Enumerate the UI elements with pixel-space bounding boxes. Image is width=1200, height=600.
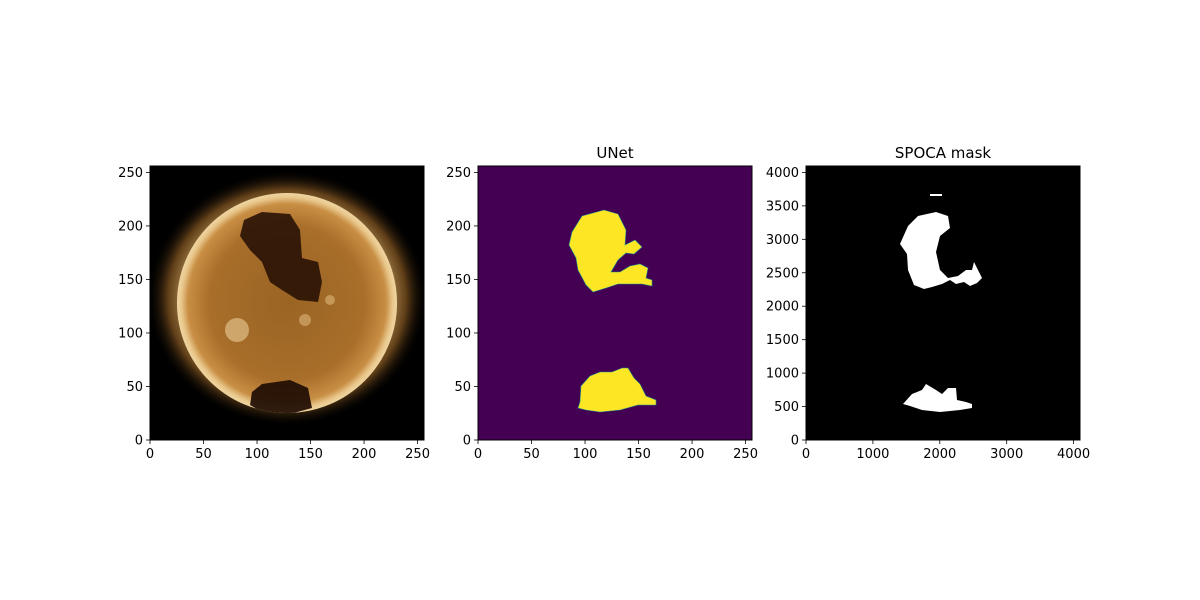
- unet-y-tick-label: 0: [463, 434, 471, 449]
- unet-x-tick-label: 0: [474, 447, 482, 462]
- unet-ticks: 0 50 100 150 200 250 0 50 100 150 200 250: [446, 166, 758, 462]
- spoca-x-tick-label: 3000: [990, 447, 1023, 462]
- unet-x-tick-label: 200: [680, 447, 705, 462]
- spoca-y-tick-label: 1000: [766, 367, 799, 382]
- spoca-y-tick-label: 3000: [766, 233, 799, 248]
- aia-y-tick-label: 200: [118, 219, 143, 234]
- aia-bright-region: [299, 314, 311, 326]
- unet-x-tick-label: 100: [573, 447, 598, 462]
- spoca-x-tick-label: 4000: [1057, 447, 1090, 462]
- unet-y-tick-label: 100: [446, 326, 471, 341]
- aia-x-tick-label: 50: [195, 447, 212, 462]
- unet-y-tick-label: 200: [446, 219, 471, 234]
- aia-axes-frame: [149, 165, 425, 441]
- unet-panel: 0 50 100 150 200 250 0 50 100 150 200 250 UNet: [446, 144, 758, 462]
- aia-y-tick-label: 150: [118, 273, 143, 288]
- spoca-ticks: 0 1000 2000 3000 4000 0 500 1000 1500 2000 2500 300…: [766, 166, 1090, 462]
- spoca-title: SPOCA mask: [895, 144, 991, 162]
- spoca-y-tick-label: 2500: [766, 266, 799, 281]
- unet-y-tick-label: 150: [446, 273, 471, 288]
- spoca-y-tick-label: 1500: [766, 333, 799, 348]
- spoca-x-tick-label: 0: [802, 447, 810, 462]
- unet-y-tick-label: 50: [454, 380, 471, 395]
- aia-y-tick-label: 100: [118, 326, 143, 341]
- spoca-y-tick-label: 2000: [766, 300, 799, 315]
- aia-x-tick-label: 150: [298, 447, 323, 462]
- aia-south-coronal-hole: [250, 380, 312, 413]
- aia-panel: 0 50 100 150 200 250 0 50 100 150 200 250: [118, 165, 430, 462]
- spoca-axes-frame: [805, 165, 1081, 441]
- aia-sun-image: [150, 170, 424, 426]
- unet-x-tick-label: 50: [523, 447, 540, 462]
- aia-y-tick-label: 50: [126, 380, 143, 395]
- spoca-y-tick-label: 500: [774, 400, 799, 415]
- aia-x-tick-label: 100: [245, 447, 270, 462]
- aia-ticks: 0 50 100 150 200 250 0 50 100 150 200 250: [118, 166, 430, 462]
- spoca-south-mask: [903, 384, 972, 412]
- aia-y-tick-label: 250: [118, 166, 143, 181]
- aia-solar-disk: [177, 193, 397, 413]
- aia-bright-region: [225, 318, 249, 342]
- unet-title: UNet: [596, 144, 633, 162]
- aia-bright-region: [325, 295, 335, 305]
- spoca-x-tick-label: 2000: [923, 447, 956, 462]
- spoca-y-tick-label: 3500: [766, 199, 799, 214]
- spoca-north-fragment: [930, 194, 942, 196]
- aia-x-tick-label: 250: [405, 447, 430, 462]
- spoca-north-mask: [900, 212, 982, 289]
- spoca-y-tick-label: 4000: [766, 166, 799, 181]
- unet-axes-frame: [477, 165, 753, 441]
- unet-x-tick-label: 150: [626, 447, 651, 462]
- spoca-x-tick-label: 1000: [856, 447, 889, 462]
- aia-x-tick-label: 0: [146, 447, 154, 462]
- aia-y-tick-label: 0: [135, 434, 143, 449]
- unet-y-tick-label: 250: [446, 166, 471, 181]
- unet-north-mask: [568, 209, 653, 293]
- aia-north-coronal-hole: [240, 212, 322, 302]
- spoca-panel: 0 1000 2000 3000 4000 0 500 1000 1500 2000 2500 300…: [766, 144, 1090, 462]
- unet-x-tick-label: 250: [733, 447, 758, 462]
- aia-x-tick-label: 200: [352, 447, 377, 462]
- unet-south-mask: [577, 367, 657, 413]
- spoca-y-tick-label: 0: [791, 434, 799, 449]
